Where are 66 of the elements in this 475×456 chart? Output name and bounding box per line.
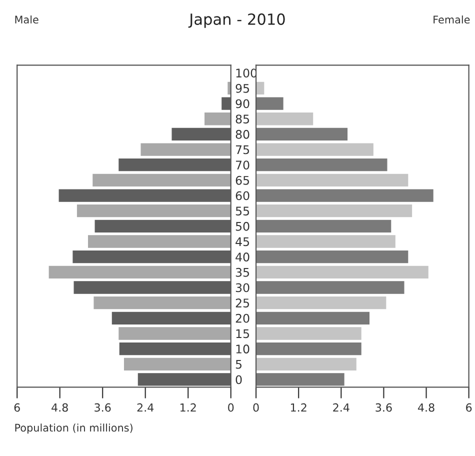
bar xyxy=(256,82,264,95)
x-tick-label: 6 xyxy=(466,403,472,412)
x-tick-label: 1.2 xyxy=(180,403,196,412)
x-tick-label: 4.8 xyxy=(418,403,434,412)
x-tick-label: 6 xyxy=(14,403,20,412)
y-tick-label: 15 xyxy=(236,329,250,338)
y-tick-label: 0 xyxy=(236,375,242,384)
x-tick-label: 2.4 xyxy=(333,403,350,412)
bar xyxy=(94,296,231,310)
y-tick-label: 20 xyxy=(236,314,250,323)
bar xyxy=(48,266,231,278)
x-tick-label: 1.2 xyxy=(290,403,306,412)
bar xyxy=(256,235,396,248)
bar xyxy=(256,128,348,141)
x-tick-label: 0 xyxy=(228,403,234,412)
chart-subtitle: Female xyxy=(434,15,470,24)
x-tick-label: 0 xyxy=(253,403,259,412)
x-tick-label: 3.6 xyxy=(376,403,392,412)
y-tick-label: 45 xyxy=(236,237,250,246)
y-tick-label: 60 xyxy=(236,191,250,200)
x-tick-label: 3.6 xyxy=(94,403,111,412)
x-tick-label: 4.8 xyxy=(52,403,68,412)
chart-title: Japan - 2010 xyxy=(188,13,285,28)
y-tick-label: 30 xyxy=(236,283,250,292)
y-tick-label: 50 xyxy=(236,222,250,231)
bar xyxy=(256,97,284,110)
x-axis-title: Population (in millions) xyxy=(15,424,132,434)
y-tick-label: 35 xyxy=(236,268,250,277)
bar xyxy=(204,112,231,126)
bar xyxy=(256,158,388,172)
chart-subtitle: Male xyxy=(15,15,38,24)
bar xyxy=(256,327,362,340)
bar xyxy=(256,112,314,126)
bar xyxy=(256,296,386,310)
bar xyxy=(256,189,434,202)
bar xyxy=(88,235,231,248)
bar xyxy=(92,174,231,187)
bar xyxy=(76,204,231,218)
bar xyxy=(140,143,231,156)
y-tick-label: 85 xyxy=(236,114,250,124)
bar xyxy=(256,358,356,370)
y-tick-label: 90 xyxy=(236,99,250,108)
bar xyxy=(228,82,231,95)
bar xyxy=(256,143,374,156)
bar xyxy=(256,204,412,218)
bar xyxy=(124,358,231,370)
y-tick-label: 75 xyxy=(236,145,250,154)
bar xyxy=(256,312,370,324)
bar xyxy=(256,281,404,294)
bar xyxy=(256,266,428,278)
y-tick-label: 70 xyxy=(236,160,250,170)
x-tick-label: 2.4 xyxy=(137,403,154,412)
y-tick-label: 55 xyxy=(236,206,250,216)
bar xyxy=(256,220,392,233)
y-tick-label: 10 xyxy=(236,344,250,354)
y-tick-label: 65 xyxy=(236,176,250,185)
y-tick-label: 95 xyxy=(236,84,250,93)
bar xyxy=(256,373,344,386)
bar xyxy=(118,327,231,340)
y-tick-label: 5 xyxy=(236,360,242,369)
bar xyxy=(256,250,408,264)
y-tick-label: 25 xyxy=(236,298,250,308)
y-tick-label: 80 xyxy=(236,130,250,139)
bar xyxy=(256,342,362,356)
y-tick-label: 40 xyxy=(236,252,250,262)
bar xyxy=(256,174,408,187)
